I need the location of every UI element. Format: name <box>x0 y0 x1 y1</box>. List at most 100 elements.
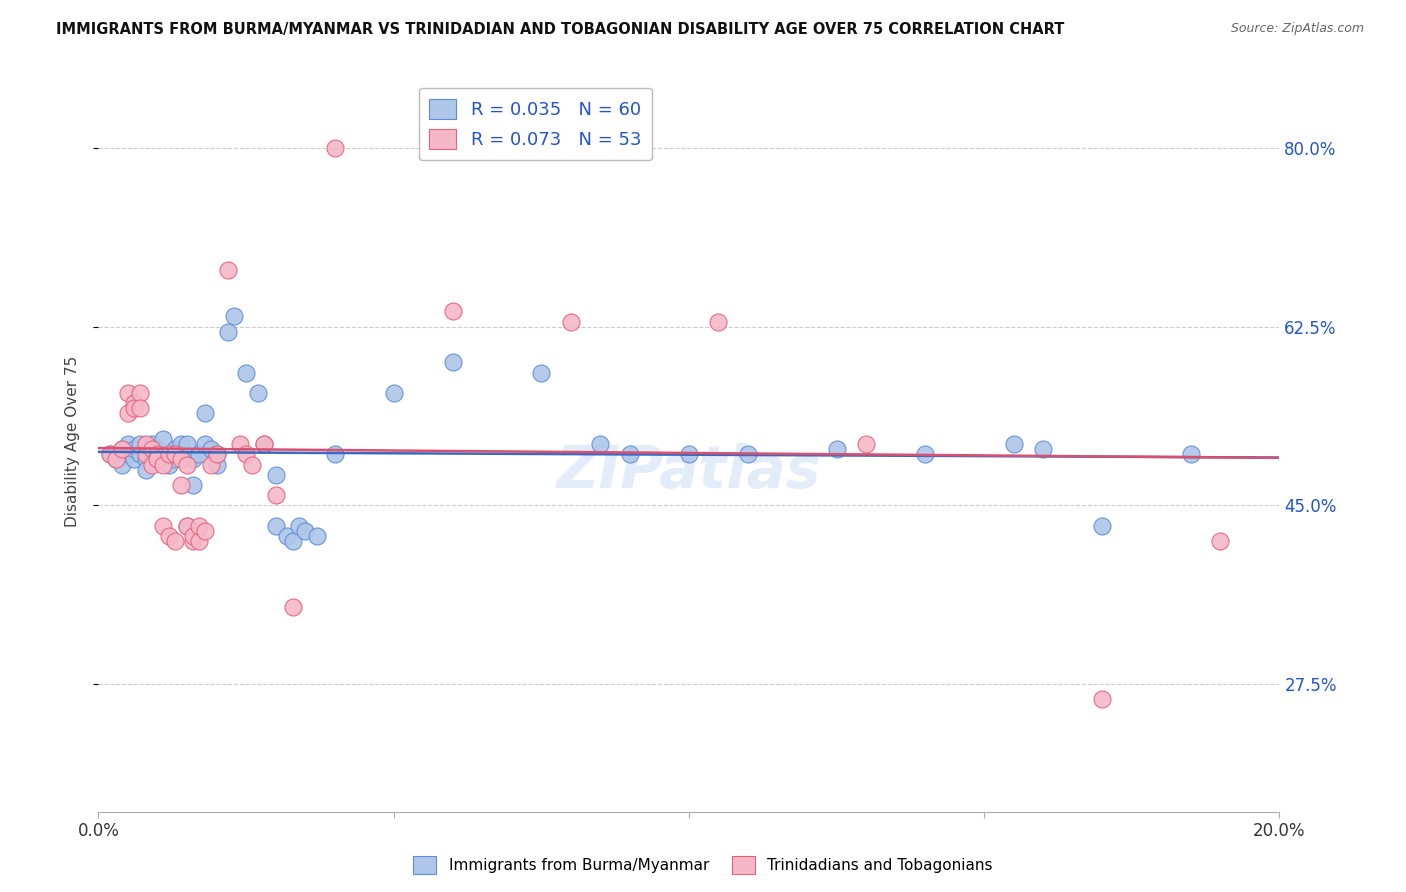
Point <box>117 437 139 451</box>
Point <box>441 304 464 318</box>
Point <box>117 447 139 461</box>
Point <box>170 437 193 451</box>
Point <box>589 141 612 155</box>
Text: Source: ZipAtlas.com: Source: ZipAtlas.com <box>1230 22 1364 36</box>
Point <box>146 447 169 461</box>
Point <box>152 458 174 472</box>
Point <box>98 447 121 461</box>
Point <box>855 437 877 451</box>
Point <box>589 437 612 451</box>
Point <box>122 396 145 410</box>
Point <box>1091 518 1114 533</box>
Point <box>187 518 209 533</box>
Point <box>128 447 150 461</box>
Point <box>141 442 163 457</box>
Point <box>141 437 163 451</box>
Point <box>181 534 204 549</box>
Point <box>111 458 134 472</box>
Point <box>117 386 139 401</box>
Point <box>229 437 252 451</box>
Point <box>678 447 700 461</box>
Point <box>235 366 257 380</box>
Point <box>205 447 228 461</box>
Point <box>264 488 287 502</box>
Point <box>530 366 553 380</box>
Text: IMMIGRANTS FROM BURMA/MYANMAR VS TRINIDADIAN AND TOBAGONIAN DISABILITY AGE OVER : IMMIGRANTS FROM BURMA/MYANMAR VS TRINIDA… <box>56 22 1064 37</box>
Point <box>135 437 157 451</box>
Point <box>122 452 145 467</box>
Point <box>98 447 121 461</box>
Point <box>217 263 239 277</box>
Point <box>128 437 150 451</box>
Point <box>146 442 169 457</box>
Point <box>157 447 180 461</box>
Point <box>146 452 169 467</box>
Point <box>235 447 257 461</box>
Point <box>323 447 346 461</box>
Point <box>165 534 187 549</box>
Point <box>176 518 198 533</box>
Point <box>1180 447 1202 461</box>
Point <box>1209 534 1232 549</box>
Point <box>187 534 209 549</box>
Point <box>135 452 157 467</box>
Point <box>111 442 134 457</box>
Point <box>170 447 193 461</box>
Point <box>181 478 204 492</box>
Point <box>205 458 228 472</box>
Point <box>194 524 217 538</box>
Point <box>176 437 198 451</box>
Point <box>141 458 163 472</box>
Point <box>1091 692 1114 706</box>
Point <box>128 386 150 401</box>
Point <box>165 447 187 461</box>
Point <box>181 452 204 467</box>
Point <box>264 467 287 482</box>
Point <box>224 310 246 324</box>
Point <box>276 529 298 543</box>
Point <box>619 447 641 461</box>
Legend: Immigrants from Burma/Myanmar, Trinidadians and Tobagonians: Immigrants from Burma/Myanmar, Trinidadi… <box>408 850 998 880</box>
Point <box>264 518 287 533</box>
Point <box>152 432 174 446</box>
Point <box>146 452 169 467</box>
Point <box>205 447 228 461</box>
Point <box>441 355 464 369</box>
Point <box>122 442 145 457</box>
Point <box>246 386 269 401</box>
Point <box>117 407 139 421</box>
Point <box>141 447 163 461</box>
Point <box>165 452 187 467</box>
Point <box>111 442 134 457</box>
Point <box>187 447 209 461</box>
Point <box>283 600 305 615</box>
Point <box>1002 437 1025 451</box>
Point <box>105 452 128 467</box>
Point <box>194 407 217 421</box>
Point <box>240 458 263 472</box>
Point <box>135 447 157 461</box>
Point <box>283 534 305 549</box>
Point <box>157 529 180 543</box>
Point <box>157 458 180 472</box>
Point <box>157 447 180 461</box>
Point <box>105 452 128 467</box>
Point <box>305 529 328 543</box>
Point <box>382 386 405 401</box>
Point <box>128 401 150 416</box>
Point <box>194 437 217 451</box>
Text: ZIPatlas: ZIPatlas <box>557 442 821 500</box>
Point <box>217 325 239 339</box>
Point <box>253 437 276 451</box>
Point <box>737 447 759 461</box>
Point <box>122 401 145 416</box>
Point <box>200 442 222 457</box>
Point <box>170 478 193 492</box>
Point <box>825 442 848 457</box>
Point <box>152 447 174 461</box>
Point <box>176 518 198 533</box>
Point <box>323 141 346 155</box>
Point <box>914 447 936 461</box>
Point <box>181 529 204 543</box>
Point <box>560 314 582 328</box>
